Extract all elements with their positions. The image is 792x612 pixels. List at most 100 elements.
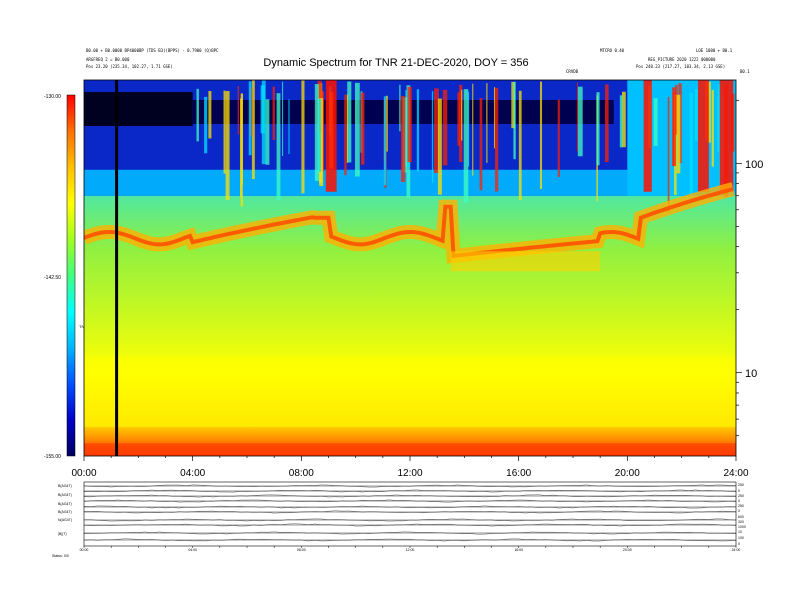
emission-streak (401, 95, 406, 183)
x-tick-label: 00:00 (71, 468, 96, 479)
emission-streak (463, 89, 469, 203)
header-right-line1a: MTCRO 0.40 (600, 48, 625, 53)
emission-streak (265, 99, 270, 165)
radio-burst (325, 80, 337, 192)
colorbar-tick-top: -130.00 (44, 94, 61, 100)
summary-trace (84, 510, 737, 514)
summary-x-tick: 20:00 (623, 548, 632, 552)
dark-region (84, 92, 193, 126)
emission-streak (518, 90, 522, 201)
y-tick-100: 100 (745, 159, 763, 171)
emission-streak (494, 87, 499, 192)
summary-right-label: 0 (738, 499, 740, 503)
emission-streak (676, 94, 681, 174)
header-right-line1b: LOE 1000 + B0.1 (696, 48, 733, 53)
colorbar-tick-mid: -142.50 (44, 275, 61, 281)
emission-streak (486, 83, 488, 163)
emission-streak (717, 84, 722, 152)
emission-streak (653, 98, 658, 146)
emission-streak (576, 82, 578, 152)
emission-streak (493, 87, 496, 149)
emission-streak (383, 96, 387, 186)
emission-streak (513, 81, 516, 160)
summary-right-label: 10 (738, 530, 742, 534)
summary-trace (83, 489, 737, 493)
summary-right-label: 250 (738, 494, 744, 498)
emission-streak (276, 93, 281, 200)
emission-streak (619, 95, 623, 148)
emission-streak (667, 96, 670, 213)
emission-streak (248, 81, 252, 156)
emission-streak (675, 84, 678, 135)
emission-streak (272, 86, 275, 140)
x-tick-label: 20:00 (615, 468, 640, 479)
colorbar (66, 94, 76, 457)
summary-left-label: B(AG4T) (58, 484, 72, 488)
emission-streak (251, 80, 255, 179)
summary-trace (83, 531, 737, 535)
y-tick-10: 10 (745, 368, 757, 380)
emission-streak (431, 91, 434, 183)
summary-trace (83, 484, 737, 488)
emission-streak (467, 91, 470, 167)
summary-right-label: 0 (738, 509, 740, 513)
x-tick-label: 16:00 (506, 468, 531, 479)
emission-streak (405, 90, 410, 168)
header-center-tag: CRVDB (566, 69, 579, 74)
summary-x-tick: 08:00 (297, 548, 306, 552)
header-left-line1: B0.00 + B0.0000 BP4000BP (TDS B3)(BPPS) … (86, 48, 219, 53)
mid-band (450, 251, 601, 272)
emission-streak (288, 99, 290, 155)
emission-streak (360, 92, 365, 165)
emission-streak (196, 88, 199, 142)
summary-right-label: 250 (738, 504, 744, 508)
header-right-tag: B0.1 (740, 69, 750, 74)
emission-streak (208, 90, 212, 139)
emission-streak (314, 84, 319, 181)
low-band (84, 356, 736, 428)
emission-streak (346, 94, 348, 164)
summary-x-tick: 00:00 (80, 548, 89, 552)
summary-right-label: 600 (738, 515, 744, 519)
header-right-line2: REG_PICTURE 2020 1222 000000 (648, 57, 716, 62)
emission-streak (354, 82, 360, 177)
emission-streak (399, 84, 401, 132)
summary-left-label: B(AG4T) (58, 502, 72, 506)
summary-x-tick: 16:00 (514, 548, 523, 552)
emission-streak (557, 99, 560, 177)
emission-streak (344, 94, 347, 176)
emission-streak (319, 98, 324, 187)
emission-streak (459, 84, 463, 162)
emission-streak (604, 84, 609, 163)
header-left-line3: Pos 23.20 (235.34, 102.27, 1.71 GSE) (86, 64, 173, 69)
x-tick-label: 04:00 (180, 468, 205, 479)
chart-title: Dynamic Spectrum for TNR 21-DEC-2020, DO… (263, 57, 529, 69)
emission-streak (457, 92, 461, 146)
emission-streak (621, 91, 626, 148)
radio-burst (697, 80, 709, 192)
x-tick-label: 12:00 (397, 468, 422, 479)
emission-streak (225, 91, 230, 200)
summary-trace (83, 518, 737, 522)
emission-streak (437, 98, 442, 195)
summary-footer: Status: 0/0 (52, 554, 69, 558)
emission-streak (407, 86, 412, 163)
emission-streak (577, 86, 583, 157)
bottom-edge (84, 443, 736, 456)
emission-streak (596, 92, 600, 166)
summary-left-label: N(AG4T) (58, 518, 72, 522)
summary-x-tick: 24:00 (732, 548, 741, 552)
emission-streak (711, 89, 714, 167)
summary-right-label: 300 (738, 520, 744, 524)
colorbar-tick-bottom: -155.00 (44, 454, 61, 460)
emission-streak (672, 87, 677, 167)
radio-burst (643, 80, 652, 192)
colorbar-label: TNR (79, 324, 87, 329)
emission-streak (511, 81, 515, 129)
emission-streak (204, 96, 208, 154)
x-tick-label: 08:00 (289, 468, 314, 479)
emission-streak (240, 93, 243, 207)
summary-trace (83, 494, 736, 498)
header-right-line3: Pos 240.23 (217.27, 103.34, 2.13 GSE) (636, 64, 726, 69)
